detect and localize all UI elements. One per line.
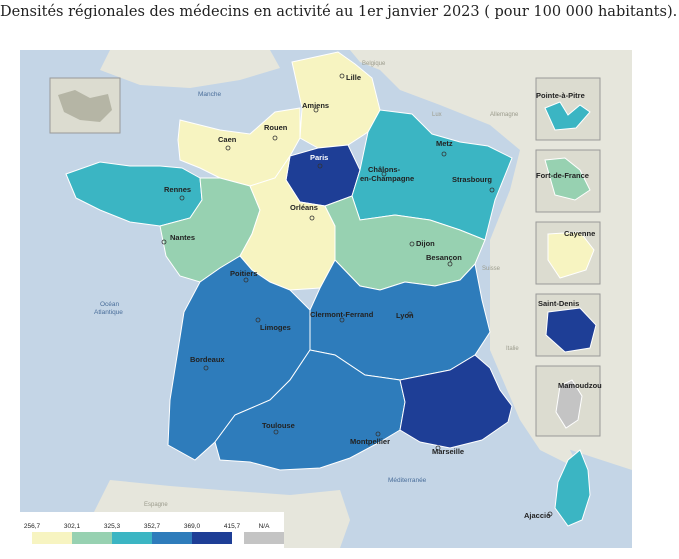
page-title: Densités régionales des médecins en acti…: [0, 4, 678, 20]
city-amiens: Amiens: [302, 101, 329, 110]
label-espagne: Espagne: [144, 502, 168, 508]
island-martinique: [544, 157, 591, 201]
legend-swatch: [32, 532, 72, 544]
city-poitiers: Poitiers: [230, 269, 258, 278]
legend-tick-label: 352,7: [144, 523, 161, 530]
city-besancon: Besançon: [426, 253, 462, 262]
marker-lyon: [407, 311, 413, 317]
marker-metz: [441, 151, 447, 157]
city-rennes: Rennes: [164, 185, 191, 194]
city-toulouse: Toulouse: [262, 421, 295, 430]
city-caen: Caen: [218, 135, 237, 144]
city-dijon: Dijon: [416, 239, 435, 248]
label-mediterranee: Méditerranée: [388, 477, 427, 484]
marker-besancon: [447, 261, 453, 267]
label-belgique: Belgique: [362, 61, 386, 67]
legend-swatch: [192, 532, 232, 544]
marker-ajaccio: [547, 511, 553, 517]
marker-bordeaux: [203, 365, 209, 371]
legend-swatch-na: [244, 532, 284, 544]
label-ocean-1: Océan: [100, 301, 120, 308]
region-provence-alpes-cote-azur: [399, 354, 513, 449]
city-bordeaux: Bordeaux: [190, 355, 225, 364]
label-italie: Italie: [506, 346, 519, 352]
legend-tick-label: 369,0: [184, 523, 201, 530]
city-marseille: Marseille: [432, 447, 464, 456]
marker-strasbourg: [489, 187, 495, 193]
label-allemagne: Allemagne: [490, 112, 519, 118]
legend-swatch: [152, 532, 192, 544]
marker-clermont: [339, 317, 345, 323]
city-paris: Paris: [310, 153, 328, 162]
legend: 256,7 302,1 325,3 352,7 369,0 415,7 N/A: [24, 523, 284, 544]
city-chalons-2: en-Champagne: [360, 174, 414, 183]
map-canvas: Belgique Manche Allemagne Lux Suisse Ita…: [20, 50, 632, 548]
island-guadeloupe: [544, 101, 591, 131]
legend-swatch: [72, 532, 112, 544]
island-guyane: [547, 231, 595, 279]
legend-tick-label: 256,7: [24, 523, 41, 530]
choropleth-map: Belgique Manche Allemagne Lux Suisse Ita…: [20, 50, 632, 548]
city-rouen: Rouen: [264, 123, 288, 132]
city-fort-de-france: Fort-de-France: [536, 171, 589, 180]
marker-rouen: [272, 135, 278, 141]
legend-tick-label: 302,1: [64, 523, 81, 530]
marker-paris: [317, 163, 323, 169]
marker-marseille: [435, 445, 441, 451]
city-limoges: Limoges: [260, 323, 291, 332]
label-suisse: Suisse: [482, 266, 501, 272]
legend-swatch: [112, 532, 152, 544]
label-ocean-2: Atlantique: [94, 309, 123, 316]
city-cayenne: Cayenne: [564, 229, 595, 238]
marker-chalons: [381, 171, 387, 177]
city-clermont: Clermont-Ferrand: [310, 310, 374, 319]
city-lyon: Lyon: [396, 311, 414, 320]
marker-nantes: [161, 239, 167, 245]
city-saint-denis: Saint-Denis: [538, 299, 579, 308]
marker-lille: [339, 73, 345, 79]
island-reunion: [545, 307, 597, 353]
italy-land: [490, 340, 580, 470]
marker-rennes: [179, 195, 185, 201]
city-chalons-1: Châlons-: [368, 165, 401, 174]
marker-caen: [225, 145, 231, 151]
marker-limoges: [255, 317, 261, 323]
city-montpellier: Montpellier: [350, 437, 390, 446]
marker-dijon: [409, 241, 415, 247]
island-mayotte: [555, 379, 583, 429]
region-hauts-de-france: [291, 51, 381, 149]
world-silhouette: [58, 90, 112, 122]
marker-orleans: [309, 215, 315, 221]
city-orleans: Orléans: [290, 203, 318, 212]
uk-land: [100, 50, 280, 88]
city-metz: Metz: [436, 139, 453, 148]
legend-na-label: N/A: [259, 523, 271, 530]
marker-amiens: [313, 107, 319, 113]
marker-poitiers: [243, 277, 249, 283]
city-nantes: Nantes: [170, 233, 195, 242]
marker-toulouse: [273, 429, 279, 435]
city-pointe-a-pitre: Pointe-à-Pitre: [536, 91, 585, 100]
city-mamoudzou: Mamoudzou: [558, 381, 602, 390]
marker-montpellier: [375, 431, 381, 437]
city-ajaccio: Ajaccio: [524, 511, 551, 520]
city-strasbourg: Strasbourg: [452, 175, 492, 184]
label-lux: Lux: [432, 112, 442, 118]
region-corse: [554, 449, 591, 527]
legend-tick-label: 415,7: [224, 523, 241, 530]
city-lille: Lille: [346, 73, 361, 82]
label-manche: Manche: [198, 91, 222, 98]
legend-tick-label: 325,3: [104, 523, 121, 530]
